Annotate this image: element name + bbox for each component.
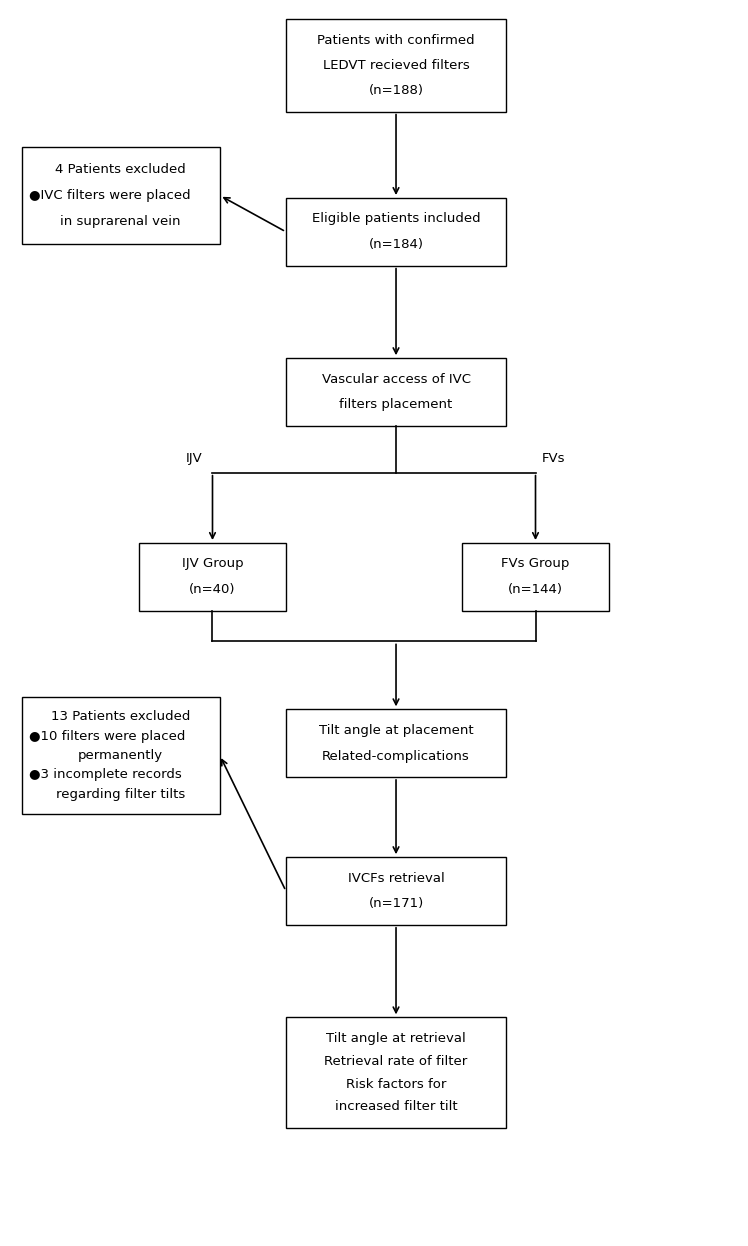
FancyBboxPatch shape (286, 358, 506, 426)
FancyBboxPatch shape (22, 147, 220, 243)
Text: permanently: permanently (79, 749, 163, 763)
Text: ●3 incomplete records: ●3 incomplete records (29, 769, 182, 781)
Text: Eligible patients included: Eligible patients included (312, 212, 480, 226)
Text: IJV: IJV (186, 452, 203, 465)
Text: (n=188): (n=188) (369, 83, 423, 97)
FancyBboxPatch shape (286, 198, 506, 265)
Text: FVs Group: FVs Group (501, 557, 570, 571)
Text: IVCFs retrieval: IVCFs retrieval (348, 871, 444, 885)
Text: ●IVC filters were placed: ●IVC filters were placed (29, 189, 191, 202)
Text: FVs: FVs (542, 452, 565, 465)
Text: 13 Patients excluded: 13 Patients excluded (51, 710, 191, 723)
Text: Retrieval rate of filter: Retrieval rate of filter (325, 1055, 468, 1068)
Text: Patients with confirmed: Patients with confirmed (317, 35, 475, 47)
FancyBboxPatch shape (286, 19, 506, 112)
Text: Vascular access of IVC: Vascular access of IVC (322, 373, 470, 385)
FancyBboxPatch shape (22, 697, 220, 814)
Text: Risk factors for: Risk factors for (346, 1078, 447, 1090)
Text: filters placement: filters placement (340, 399, 453, 411)
Text: regarding filter tilts: regarding filter tilts (56, 787, 186, 801)
FancyBboxPatch shape (286, 857, 506, 925)
Text: (n=144): (n=144) (508, 583, 563, 597)
FancyBboxPatch shape (139, 543, 286, 611)
Text: (n=40): (n=40) (189, 583, 236, 597)
Text: ●10 filters were placed: ●10 filters were placed (29, 729, 186, 743)
Text: (n=184): (n=184) (369, 238, 423, 252)
Text: LEDVT recieved filters: LEDVT recieved filters (322, 59, 470, 72)
Text: in suprarenal vein: in suprarenal vein (61, 214, 181, 228)
Text: Tilt angle at placement: Tilt angle at placement (319, 724, 473, 736)
Text: increased filter tilt: increased filter tilt (334, 1100, 457, 1113)
FancyBboxPatch shape (286, 709, 506, 778)
Text: IJV Group: IJV Group (182, 557, 243, 571)
Text: 4 Patients excluded: 4 Patients excluded (55, 163, 186, 177)
Text: (n=171): (n=171) (369, 897, 423, 911)
Text: Tilt angle at retrieval: Tilt angle at retrieval (326, 1032, 466, 1045)
FancyBboxPatch shape (462, 543, 609, 611)
Text: Related-complications: Related-complications (322, 750, 470, 763)
FancyBboxPatch shape (286, 1017, 506, 1128)
